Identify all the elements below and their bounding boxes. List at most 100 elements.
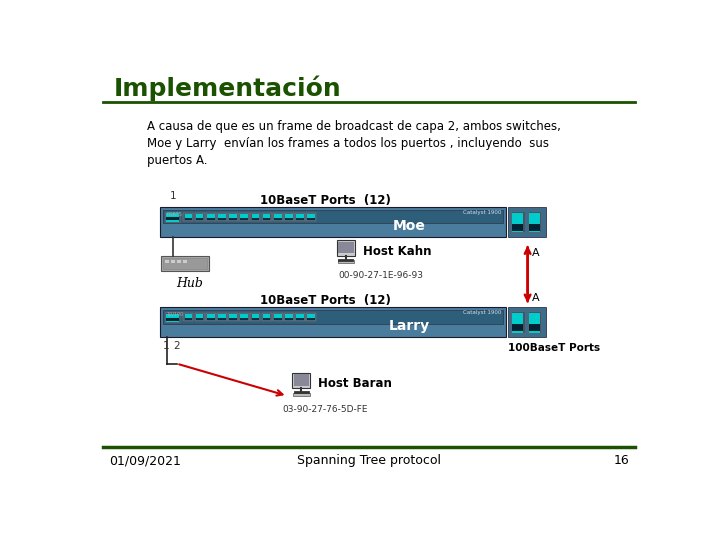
Bar	[338, 242, 354, 253]
Bar	[263, 214, 271, 220]
Bar	[263, 314, 271, 320]
Bar	[194, 313, 204, 321]
Bar	[184, 213, 194, 221]
Bar	[166, 318, 179, 321]
Bar	[508, 207, 546, 237]
Bar	[196, 214, 204, 220]
Text: Hub: Hub	[176, 278, 202, 291]
Bar	[217, 313, 227, 321]
Text: Catalyst 1900: Catalyst 1900	[463, 211, 501, 215]
Text: 00-90-27-1E-96-93: 00-90-27-1E-96-93	[338, 271, 423, 280]
Bar	[229, 218, 237, 220]
Bar	[273, 313, 283, 321]
Bar	[306, 313, 316, 321]
Bar	[196, 318, 204, 320]
Text: 01/09/2021: 01/09/2021	[109, 454, 181, 467]
Bar	[251, 218, 259, 220]
Bar	[184, 314, 192, 320]
Bar	[337, 240, 355, 256]
Text: Implementación: Implementación	[113, 75, 341, 100]
Bar	[217, 213, 227, 221]
Bar	[251, 313, 261, 321]
Bar	[229, 318, 237, 320]
Bar	[296, 218, 304, 220]
Bar	[528, 312, 541, 333]
Text: Catalyst 1900: Catalyst 1900	[463, 310, 501, 315]
Bar	[296, 318, 304, 320]
Bar	[274, 314, 282, 320]
Bar	[295, 313, 305, 321]
Bar	[229, 214, 237, 220]
Bar	[251, 214, 259, 220]
Bar	[295, 213, 305, 221]
Bar	[240, 214, 248, 220]
Bar	[218, 318, 226, 320]
Bar	[292, 373, 310, 388]
Text: Host Kahn: Host Kahn	[363, 245, 431, 258]
Bar	[240, 314, 248, 320]
Bar	[274, 318, 282, 320]
Bar	[184, 218, 192, 220]
Bar	[218, 218, 226, 220]
Bar	[274, 214, 282, 220]
Text: Moe: Moe	[392, 219, 426, 233]
Bar	[294, 374, 309, 386]
Bar	[296, 314, 304, 320]
Bar	[196, 218, 204, 220]
Bar	[184, 260, 187, 262]
Bar	[171, 260, 175, 262]
Bar	[240, 318, 248, 320]
Bar	[239, 313, 249, 321]
Bar	[261, 213, 271, 221]
Bar	[307, 218, 315, 220]
Text: A: A	[531, 294, 539, 303]
Bar	[512, 313, 523, 333]
Bar	[307, 318, 315, 320]
Text: Spanning Tree protocol: Spanning Tree protocol	[297, 454, 441, 467]
Bar	[263, 218, 271, 220]
Bar	[307, 314, 315, 320]
Bar	[207, 218, 215, 220]
Bar	[293, 393, 310, 396]
Bar	[529, 313, 540, 333]
Text: 10BaseT Ports  (12): 10BaseT Ports (12)	[260, 194, 390, 207]
Bar	[261, 313, 271, 321]
Bar	[508, 307, 546, 336]
Bar	[177, 260, 181, 262]
Bar	[529, 324, 540, 331]
Bar	[207, 314, 215, 320]
Bar	[165, 312, 180, 322]
Bar	[163, 258, 207, 269]
Bar	[165, 260, 168, 262]
Bar	[229, 314, 237, 320]
Bar	[163, 211, 503, 224]
Bar	[296, 214, 304, 220]
Text: A: A	[531, 248, 539, 258]
Bar	[196, 314, 204, 320]
Text: 2: 2	[174, 341, 180, 351]
Bar	[306, 213, 316, 221]
Text: 10BaseT Ports  (12): 10BaseT Ports (12)	[260, 294, 390, 307]
Bar	[285, 218, 293, 220]
Bar	[206, 213, 216, 221]
Bar	[184, 313, 194, 321]
Bar	[184, 318, 192, 320]
Text: A causa de que es un frame de broadcast de capa 2, ambos switches,
Moe y Larry  : A causa de que es un frame de broadcast …	[148, 120, 561, 167]
Bar	[166, 213, 179, 222]
Text: 03-90-27-76-5D-FE: 03-90-27-76-5D-FE	[282, 405, 367, 414]
Bar	[166, 314, 179, 322]
Text: 1: 1	[163, 341, 169, 351]
Bar	[528, 211, 541, 232]
Text: PORTS: PORTS	[166, 212, 182, 217]
Bar	[228, 213, 238, 221]
Bar	[510, 312, 525, 333]
Bar	[251, 314, 259, 320]
Bar	[512, 324, 523, 331]
Text: 100BaseT Ports: 100BaseT Ports	[508, 343, 600, 353]
Bar	[251, 318, 259, 320]
Bar	[274, 218, 282, 220]
Bar	[206, 313, 216, 321]
Bar	[160, 307, 506, 336]
Bar	[529, 213, 540, 232]
Bar	[285, 318, 293, 320]
